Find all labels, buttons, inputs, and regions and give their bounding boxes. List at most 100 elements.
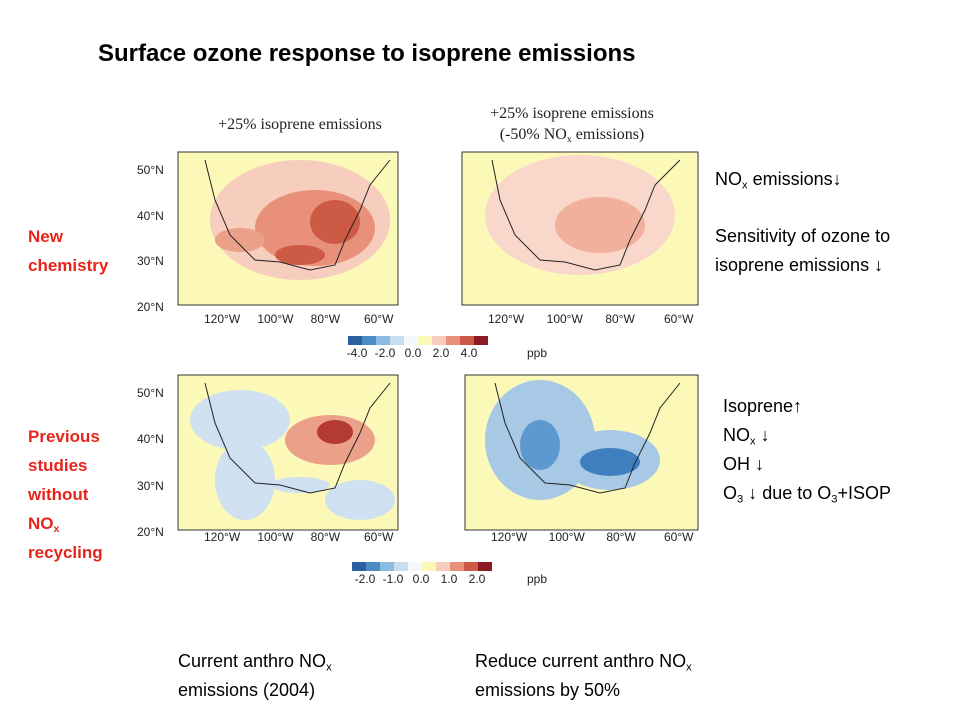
lon-label: 80°W — [606, 530, 636, 544]
text-line: chemistry — [28, 251, 108, 280]
lon-label: 120°W — [204, 312, 241, 326]
text-run: ↓ — [755, 425, 770, 445]
text-line: OH ↓ — [723, 450, 891, 479]
text-run: emissions by 50% — [475, 680, 621, 700]
text-run: New — [28, 227, 63, 246]
text-line: O3 ↓ due to O3+ISOP — [723, 479, 891, 508]
lon-label: 80°W — [310, 312, 341, 326]
text-run: +25% isoprene emissions — [490, 105, 654, 122]
text-run: emissions) — [571, 126, 645, 143]
map-bottom-left — [178, 375, 398, 530]
slide-title: Surface ozone response to isoprene emiss… — [98, 40, 636, 67]
subscript: x — [686, 661, 692, 674]
note: Sensitivity of ozone to isoprene emission… — [715, 222, 890, 280]
text-line: NOx — [28, 509, 103, 538]
text-run: (-50% NO — [499, 126, 567, 143]
text-run: Previous — [28, 427, 100, 446]
text-line: (-50% NOx emissions) — [472, 124, 672, 145]
colorbar-tick-label: -2.0 — [374, 346, 396, 360]
text-run: Sensitivity of ozone to — [715, 226, 891, 246]
map-bottom-right — [465, 375, 698, 530]
text-line: studies — [28, 451, 103, 480]
text-run: without — [28, 485, 89, 504]
note: NOx emissions↓ — [715, 165, 842, 194]
colorbar-tick-label: 0.0 — [404, 346, 422, 360]
text-line: NOx emissions↓ — [715, 165, 842, 194]
lon-label: 100°W — [546, 312, 583, 326]
text-run: emissions (2004) — [178, 680, 316, 700]
lon-label: 60°W — [364, 312, 394, 326]
colorbar-top — [348, 336, 488, 345]
text-line: without — [28, 480, 103, 509]
lon-label: 60°W — [664, 312, 694, 326]
lat-label: 20°N — [137, 300, 164, 314]
colorbar-unit: ppb — [527, 346, 548, 360]
text-run: chemistry — [28, 256, 109, 275]
lon-label: 60°W — [364, 530, 394, 544]
colorbar-tick-label: 2.0 — [432, 346, 450, 360]
text-run: Current anthro NO — [178, 651, 327, 671]
colorbar-tick-label: -4.0 — [346, 346, 368, 360]
text-run: O — [723, 483, 738, 503]
colorbar-tick-label: 4.0 — [460, 346, 478, 360]
lat-label: 30°N — [137, 478, 164, 493]
lat-label: 20°N — [137, 525, 164, 539]
lon-label: 100°W — [257, 530, 294, 544]
subscript: x — [326, 661, 332, 674]
lon-label: 120°W — [488, 312, 525, 326]
colorbar-tick-label: 2.0 — [468, 572, 486, 586]
text-line: Current anthro NOx — [178, 647, 332, 676]
text-run: emissions↓ — [747, 169, 842, 189]
caption: Reduce current anthro NOx emissions by 50… — [475, 647, 692, 705]
text-line: recycling — [28, 538, 103, 567]
colorbar-tick-label: 0.0 — [412, 572, 430, 586]
text-run: ↓ due to O — [743, 483, 832, 503]
text-line: NOx ↓ — [723, 421, 891, 450]
caption: Current anthro NOx emissions (2004) — [178, 647, 332, 705]
subscript: 3 — [831, 493, 838, 506]
text-run: OH ↓ — [723, 454, 765, 474]
subscript: x — [742, 179, 748, 192]
subscript: x — [750, 435, 756, 448]
colorbar-tick-label: 1.0 — [440, 572, 458, 586]
lon-label: 120°W — [491, 530, 528, 544]
lon-label: 60°W — [664, 530, 694, 544]
text-line: +25% isoprene emissions — [472, 103, 672, 124]
text-run: isoprene emissions ↓ — [715, 255, 884, 275]
colorbar-tick-label: -1.0 — [382, 572, 404, 586]
lat-label: 50°N — [137, 163, 164, 177]
text-line: New — [28, 222, 108, 251]
map-top-left — [178, 152, 398, 305]
colorbar-unit: ppb — [527, 572, 548, 586]
colorbar-tick-label: -2.0 — [354, 572, 376, 586]
text-line: isoprene emissions ↓ — [715, 251, 890, 280]
row-label: Previous studies without NOx recycling — [28, 422, 103, 567]
text-run: NO — [723, 425, 750, 445]
subscript: x — [53, 523, 60, 536]
note: Isoprene↑ NOx ↓ OH ↓ O3 ↓ due to O3+ISOP — [723, 392, 891, 508]
lon-label: 80°W — [605, 312, 635, 326]
text-run: NO — [715, 169, 742, 189]
text-run: recycling — [28, 543, 103, 562]
text-line: Sensitivity of ozone to — [715, 222, 890, 251]
subscript: x — [566, 133, 572, 145]
lon-label: 120°W — [204, 530, 241, 544]
text-line: Isoprene↑ — [723, 392, 891, 421]
map-title: +25% isoprene emissions — [218, 116, 382, 133]
text-run: studies — [28, 456, 88, 475]
text-line: Previous — [28, 422, 103, 451]
lat-label: 40°N — [137, 432, 164, 447]
text-line: emissions (2004) — [178, 676, 332, 705]
text-run: NO — [28, 514, 54, 533]
lon-label: 100°W — [548, 530, 585, 544]
lat-label: 40°N — [137, 208, 164, 223]
subscript: 3 — [737, 493, 744, 506]
lon-label: 80°W — [310, 530, 341, 544]
text-run: +ISOP — [837, 483, 892, 503]
text-line: Reduce current anthro NOx — [475, 647, 692, 676]
text-run: Reduce current anthro NO — [475, 651, 687, 671]
map-top-right — [462, 152, 698, 305]
map-title: +25% isoprene emissions (-50% NOx emissio… — [472, 103, 672, 145]
